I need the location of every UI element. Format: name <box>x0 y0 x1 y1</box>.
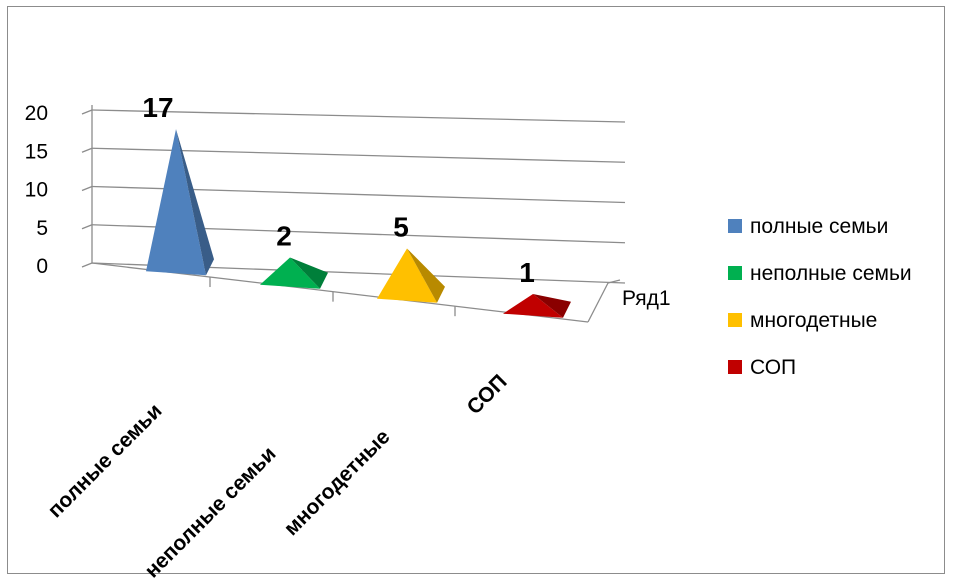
depth-axis-label: Ряд1 <box>622 287 671 310</box>
y-tick-label: 15 <box>25 140 48 163</box>
y-tick-mark <box>81 147 93 153</box>
pyramid-side-face <box>176 129 214 276</box>
pyramid-bar <box>146 129 214 276</box>
legend-item: многодетные <box>728 309 877 332</box>
y-tick-labels: 0 5 10 15 20 <box>25 102 48 278</box>
legend-swatch <box>728 313 742 327</box>
pyramid-side-face <box>407 248 445 303</box>
legend-swatch <box>728 360 742 374</box>
pyramid-side-face <box>533 294 571 318</box>
data-label: 17 <box>142 92 173 123</box>
depth-tick <box>607 279 621 284</box>
data-labels: 17 2 5 1 <box>142 92 534 288</box>
category-label: многодетные <box>280 425 395 540</box>
y-tick-mark <box>81 109 93 115</box>
floor-right-edge <box>587 282 609 323</box>
pyramid-front-face <box>260 257 320 289</box>
pyramid-front-face <box>503 294 563 318</box>
data-label: 1 <box>519 257 535 288</box>
legend-item: СОП <box>728 356 796 379</box>
pyramid-bar <box>503 294 571 318</box>
pyramid-side-face <box>290 257 328 289</box>
y-tick-label: 0 <box>36 255 48 278</box>
chart-frame <box>7 6 945 574</box>
legend: полные семьи неполные семьи многодетные СОП <box>728 215 912 379</box>
y-tick-mark <box>81 262 93 268</box>
gridline <box>91 109 626 123</box>
data-label: 2 <box>276 220 292 251</box>
legend-label: СОП <box>750 356 796 379</box>
legend-item: полные семьи <box>728 215 888 238</box>
pyramid-bars <box>146 129 571 318</box>
category-label: полные семьи <box>44 399 167 522</box>
legend-label: многодетные <box>750 309 877 332</box>
legend-swatch <box>728 219 742 233</box>
pyramid-bar <box>260 257 328 289</box>
y-tick-mark <box>81 224 93 230</box>
y-tick-label: 20 <box>25 102 48 125</box>
pyramid-bar <box>377 248 445 303</box>
pyramid-front-face <box>146 129 206 276</box>
legend-label: неполные семьи <box>750 262 912 285</box>
pyramid-front-face <box>377 248 437 303</box>
y-tick-mark <box>81 185 93 192</box>
y-tick-label: 5 <box>36 217 48 240</box>
category-label: неполные семьи <box>140 442 280 580</box>
legend-swatch <box>728 266 742 280</box>
category-label: СОП <box>463 370 512 419</box>
legend-item: неполные семьи <box>728 262 912 285</box>
data-label: 5 <box>393 211 409 242</box>
y-tick-label: 10 <box>25 179 48 202</box>
depth-axis: Ряд1 <box>622 287 671 310</box>
legend-label: полные семьи <box>750 215 888 238</box>
